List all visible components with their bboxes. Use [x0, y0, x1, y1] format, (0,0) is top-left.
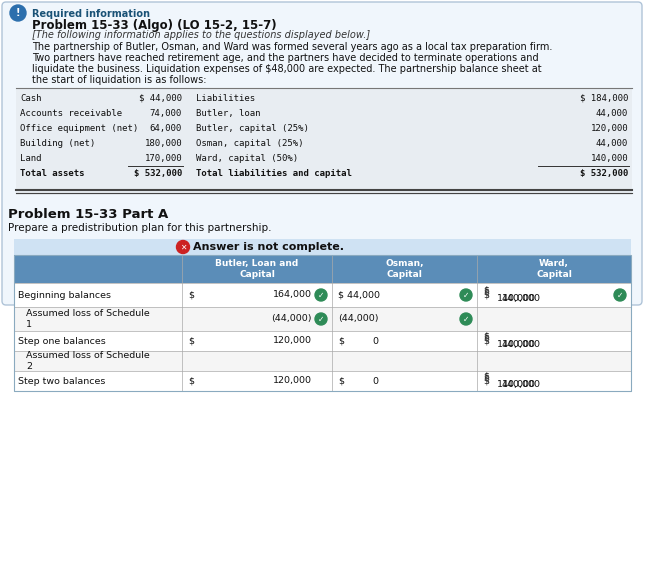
Text: $: $ [483, 287, 489, 297]
Text: $ 44,000: $ 44,000 [338, 290, 380, 300]
Bar [14, 255, 631, 283]
Text: Problem 15-33 Part A: Problem 15-33 Part A [8, 208, 168, 221]
Text: [The following information applies to the questions displayed below.]: [The following information applies to th… [32, 30, 370, 40]
Text: ✓: ✓ [617, 290, 623, 300]
Text: Osman, capital (25%): Osman, capital (25%) [196, 139, 304, 148]
Text: Osman,
Capital: Osman, Capital [385, 259, 424, 279]
Text: Two partners have reached retirement age, and the partners have decided to termi: Two partners have reached retirement age… [32, 53, 539, 63]
Text: 180,000: 180,000 [144, 139, 182, 148]
Text: $: $ [483, 332, 489, 340]
Circle shape [614, 289, 626, 301]
Bar [14, 255, 631, 391]
Text: Butler, Loan and
Capital: Butler, Loan and Capital [215, 259, 299, 279]
Text: $: $ [483, 336, 489, 346]
Text: Ward, capital (50%): Ward, capital (50%) [196, 154, 298, 163]
Text: 140,000: 140,000 [590, 154, 628, 163]
Text: Liabilities: Liabilities [196, 94, 255, 103]
Text: Butler, loan: Butler, loan [196, 109, 261, 118]
Text: Beginning balances: Beginning balances [18, 290, 111, 300]
Text: $: $ [188, 290, 194, 300]
Text: Assumed loss of Schedule
1: Assumed loss of Schedule 1 [26, 309, 150, 329]
Text: liquidate the business. Liquidation expenses of $48,000 are expected. The partne: liquidate the business. Liquidation expe… [32, 64, 542, 74]
Text: Assumed loss of Schedule
2: Assumed loss of Schedule 2 [26, 351, 150, 371]
Text: 44,000: 44,000 [596, 139, 628, 148]
Text: $: $ [483, 374, 489, 382]
Text: (44,000): (44,000) [338, 314, 379, 324]
Text: Step one balances: Step one balances [18, 336, 106, 346]
Circle shape [10, 5, 26, 21]
Text: Butler, capital (25%): Butler, capital (25%) [196, 124, 309, 133]
Text: Accounts receivable: Accounts receivable [20, 109, 122, 118]
Text: $: $ [483, 290, 489, 300]
Text: $: $ [188, 377, 194, 385]
Text: $ 184,000: $ 184,000 [580, 94, 628, 103]
Bar [14, 331, 631, 351]
Text: $: $ [483, 287, 489, 297]
Text: 140,000: 140,000 [502, 340, 541, 349]
Text: 0: 0 [372, 336, 378, 346]
Text: Office equipment (net): Office equipment (net) [20, 124, 138, 133]
Text: $: $ [483, 333, 489, 342]
Text: 140,000: 140,000 [497, 293, 536, 303]
Text: the start of liquidation is as follows:: the start of liquidation is as follows: [32, 75, 206, 85]
Circle shape [315, 313, 327, 325]
Text: 140,000: 140,000 [502, 381, 541, 389]
Text: Ward,
Capital: Ward, Capital [536, 259, 572, 279]
Text: ✓: ✓ [318, 314, 324, 324]
Bar [16, 88, 632, 195]
Text: $: $ [483, 286, 489, 294]
Bar [14, 283, 631, 307]
Text: Required information: Required information [32, 9, 150, 19]
Text: Answer is not complete.: Answer is not complete. [193, 242, 344, 252]
Text: $: $ [338, 336, 344, 346]
Text: The partnership of Butler, Osman, and Ward was formed several years ago as a loc: The partnership of Butler, Osman, and Wa… [32, 42, 552, 52]
Text: Prepare a predistribution plan for this partnership.: Prepare a predistribution plan for this … [8, 223, 272, 233]
Text: 140,000: 140,000 [497, 380, 536, 388]
Text: $: $ [188, 336, 194, 346]
Text: $: $ [483, 333, 489, 342]
Text: 140,000: 140,000 [502, 294, 541, 304]
Text: 64,000: 64,000 [150, 124, 182, 133]
Text: $ 532,000: $ 532,000 [134, 169, 182, 178]
Text: 44,000: 44,000 [596, 109, 628, 118]
Text: 74,000: 74,000 [150, 109, 182, 118]
Circle shape [177, 241, 190, 254]
Text: $: $ [338, 377, 344, 385]
Bar [14, 307, 631, 331]
Text: ✕: ✕ [180, 243, 186, 251]
Text: Building (net): Building (net) [20, 139, 95, 148]
Text: ✓: ✓ [318, 290, 324, 300]
FancyBboxPatch shape [2, 2, 642, 305]
Text: 164,000: 164,000 [273, 290, 312, 300]
Text: Problem 15-33 (Algo) (LO 15-2, 15-7): Problem 15-33 (Algo) (LO 15-2, 15-7) [32, 19, 277, 32]
Text: 170,000: 170,000 [144, 154, 182, 163]
Circle shape [460, 313, 472, 325]
Text: ✓: ✓ [463, 290, 469, 300]
Text: 120,000: 120,000 [273, 336, 312, 346]
Bar [14, 239, 631, 255]
Text: $ 44,000: $ 44,000 [139, 94, 182, 103]
Text: 120,000: 120,000 [273, 377, 312, 385]
Text: ✓: ✓ [463, 314, 469, 324]
Text: Total assets: Total assets [20, 169, 84, 178]
Text: Total liabilities and capital: Total liabilities and capital [196, 169, 352, 178]
Bar [14, 371, 631, 391]
Text: (44,000): (44,000) [272, 314, 312, 324]
Text: $ 532,000: $ 532,000 [580, 169, 628, 178]
Bar [14, 351, 631, 371]
Text: Land: Land [20, 154, 41, 163]
Text: 140,000: 140,000 [497, 339, 536, 349]
Circle shape [315, 289, 327, 301]
Text: $: $ [483, 377, 489, 385]
Text: 120,000: 120,000 [590, 124, 628, 133]
Text: $: $ [483, 371, 489, 381]
Text: 0: 0 [372, 377, 378, 385]
Text: $: $ [483, 374, 489, 382]
Circle shape [460, 289, 472, 301]
Text: !: ! [15, 8, 20, 18]
Text: Step two balances: Step two balances [18, 377, 105, 385]
Text: Cash: Cash [20, 94, 41, 103]
